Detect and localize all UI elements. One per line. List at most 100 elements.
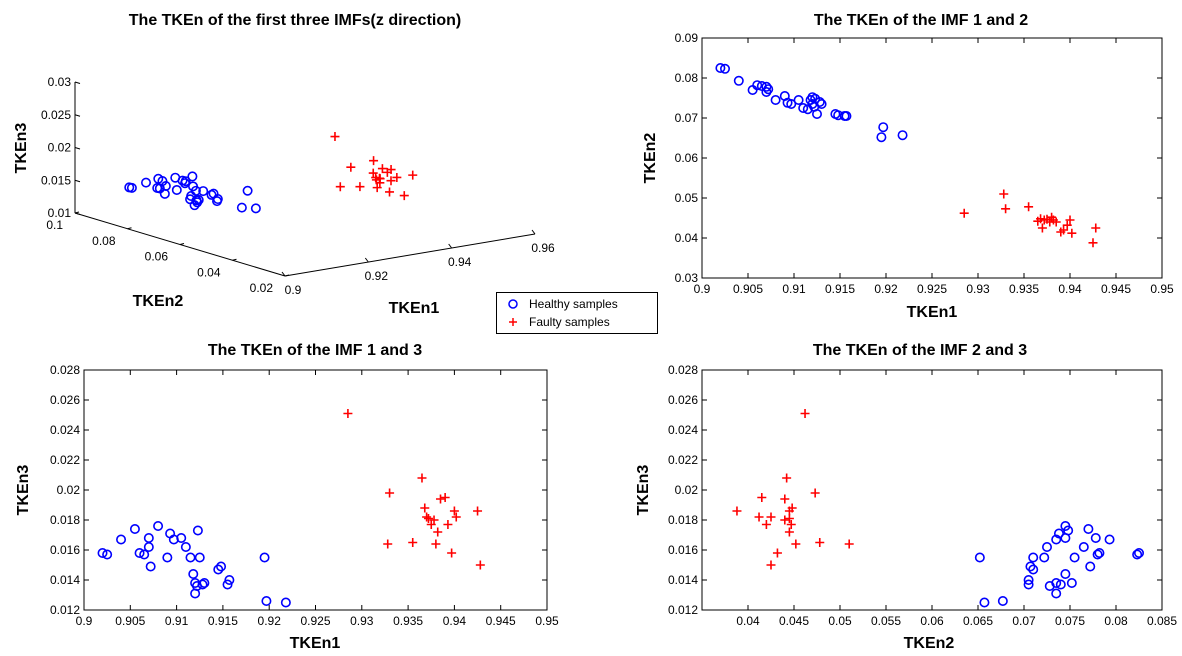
y-tick-label: 0.02 [57,483,81,497]
healthy-point [786,99,797,110]
x-tick-label: 0.92 [365,269,389,283]
healthy-point [126,182,137,193]
legend-item-healthy: Healthy samples [503,296,618,312]
chart-imf13-ylabel: TKEn3 [15,465,32,516]
healthy-point [141,177,152,188]
faulty-point [791,539,801,549]
faulty-point [732,506,742,516]
x-tick-label: 0.915 [208,614,238,628]
chart-imf13-xlabel: TKEn1 [290,635,341,652]
x-tick-label: 0.06 [920,614,944,628]
chart-imf23-points [732,409,1145,608]
y-tick-label: 0.05 [675,191,699,205]
healthy-point [1025,561,1036,572]
x-tick-label: 0.075 [1055,614,1085,628]
legend-label-faulty: Faulty samples [529,315,610,329]
x-tick-mark [531,229,536,235]
healthy-point [841,111,852,122]
z-tick-mark [74,114,81,117]
chart-3d-title: The TKEn of the first three IMFs(z direc… [129,12,461,29]
legend-label-healthy: Healthy samples [529,297,618,311]
faulty-point [959,208,969,218]
z-tick-label: 0.015 [41,173,71,187]
faulty-point [1024,202,1034,212]
chart-imf12-xlabel: TKEn1 [907,304,958,321]
chart-imf23-frame [701,369,1163,611]
chart-imf23: The TKEn of the IMF 2 and 3 0.04 0.045 0.0… [635,342,1177,652]
faulty-point [1037,223,1047,233]
healthy-point [216,561,227,572]
healthy-point [157,176,168,187]
healthy-point [212,194,223,205]
faulty-point [399,191,409,201]
circle-marker-icon [508,299,518,309]
healthy-point [1028,552,1039,563]
chart-imf13: The TKEn of the IMF 1 and 3 0.9 0.905 0.91… [15,342,559,652]
healthy-point [236,202,247,213]
y-tick-label: 0.026 [50,393,80,407]
healthy-point [180,541,191,552]
x-tick-label: 0.065 [963,614,993,628]
healthy-point [761,81,772,92]
faulty-point [330,132,340,142]
chart-imf13-points [97,409,485,608]
faulty-point [369,156,379,166]
x-tick-mark [281,271,286,277]
x-tick-label: 0.9 [285,283,302,297]
chart-imf12-ticks: 0.9 0.905 0.91 0.915 0.92 0.925 0.93 0.935 0.94 0… [675,31,1174,296]
healthy-point [192,525,203,536]
x-tick-label: 0.935 [393,614,423,628]
healthy-point [197,579,208,590]
y-tick-label: 0.018 [50,513,80,527]
y-tick-label: 0.08 [675,71,699,85]
healthy-point [1055,579,1066,590]
y-tick-label: 0.014 [668,573,698,587]
faulty-point [386,176,396,186]
healthy-point [1051,588,1062,599]
faulty-point [385,488,395,498]
healthy-point [811,109,822,120]
y-tick-label: 0.06 [675,151,699,165]
faulty-point [1067,228,1077,238]
y-tick-mark [74,211,80,214]
healthy-point [979,597,990,608]
x-tick-label: 0.945 [1101,282,1131,296]
faulty-point [433,527,443,537]
chart-imf23-ticks: 0.04 0.045 0.05 0.055 0.06 0.065 0.07 0.075 0.08… [668,363,1177,628]
x-tick-label: 0.925 [917,282,947,296]
healthy-point [250,203,261,214]
chart-imf23-xlabel: TKEn2 [904,635,955,652]
y-tick-mark [127,227,132,230]
healthy-point [1066,577,1077,588]
faulty-point [757,493,767,502]
y-tick-label: 0.014 [50,573,80,587]
healthy-point [176,532,187,543]
y-tick-label: 0.04 [675,231,699,245]
healthy-point [97,547,108,558]
healthy-point [798,103,809,114]
healthy-point [1051,534,1062,545]
y-tick-label: 0.024 [668,423,698,437]
z-tick-mark [74,81,81,84]
faulty-point [475,560,485,570]
faulty-point [782,473,792,483]
z-tick-label: 0.03 [48,75,72,89]
x-tick-label: 0.915 [825,282,855,296]
healthy-point [1051,577,1062,588]
y-tick-mark [232,258,237,261]
y-tick-label: 0.09 [675,31,699,45]
faulty-point [1065,215,1075,225]
faulty-point [423,514,433,523]
faulty-point [766,512,776,522]
healthy-point [198,186,209,197]
x-tick-label: 0.9 [76,614,93,628]
faulty-point [355,182,365,192]
z-tick-label: 0.02 [48,141,72,155]
y-tick-mark [284,274,290,277]
healthy-point [1023,574,1034,585]
chart-3d-xlabel: TKEn1 [389,300,440,317]
faulty-point [772,548,782,558]
healthy-point [1094,547,1105,558]
x-tick-label: 0.94 [448,255,472,269]
